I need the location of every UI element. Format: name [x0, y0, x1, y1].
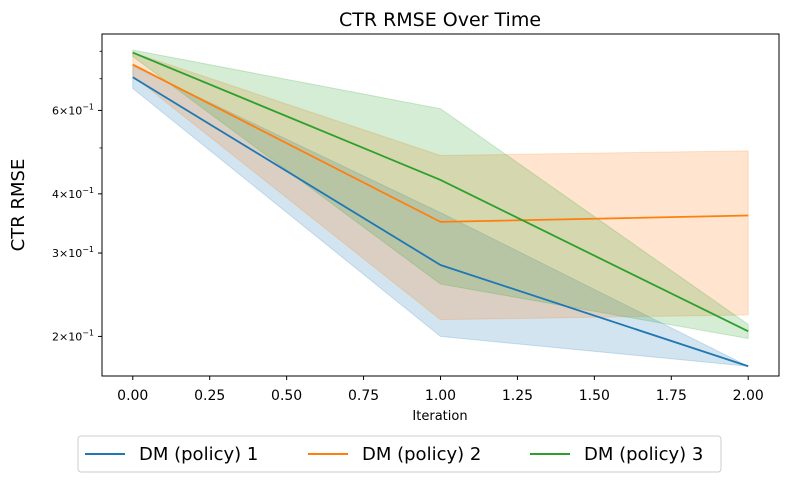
x-tick-label: 0.00	[117, 388, 148, 404]
legend: DM (policy) 1 DM (policy) 2 DM (policy) 3	[77, 435, 722, 473]
series-line-3	[132, 51, 749, 333]
x-axis-label: Iteration	[412, 409, 467, 424]
confidence-bands	[132, 49, 749, 367]
legend-frame	[77, 435, 722, 473]
series-lines	[132, 51, 749, 368]
x-tick-label: 1.00	[425, 388, 456, 404]
series-line-1	[132, 76, 749, 368]
x-tick-label: 1.25	[502, 388, 533, 404]
legend-label-2: DM (policy) 2	[362, 444, 481, 465]
confidence-band-2	[132, 51, 749, 321]
legend-label-3: DM (policy) 3	[584, 444, 703, 465]
y-axis: 2×10−1 3×10−1 4×10−1 6×10−1	[52, 50, 102, 343]
y-tick-label: 6×10−1	[52, 102, 94, 117]
x-tick-label: 2.00	[733, 388, 764, 404]
x-tick-label: 1.50	[579, 388, 610, 404]
y-tick-label: 3×10−1	[52, 245, 94, 260]
x-tick-label: 0.75	[348, 388, 379, 404]
x-tick-label: 0.50	[271, 388, 302, 404]
confidence-band-3	[132, 49, 749, 340]
x-tick-label: 1.75	[656, 388, 687, 404]
x-axis: 0.00 0.25 0.50 0.75 1.00 1.25 1.50 1.75 2.00	[117, 376, 764, 404]
y-axis-label: CTR RMSE	[8, 159, 29, 252]
y-tick-label: 2×10−1	[52, 328, 94, 343]
x-tick-label: 0.25	[194, 388, 225, 404]
confidence-band-1	[132, 65, 749, 367]
series-line-2	[132, 63, 749, 223]
legend-label-1: DM (policy) 1	[139, 444, 258, 465]
chart-title: CTR RMSE Over Time	[339, 9, 541, 31]
y-tick-label: 4×10−1	[52, 186, 94, 201]
